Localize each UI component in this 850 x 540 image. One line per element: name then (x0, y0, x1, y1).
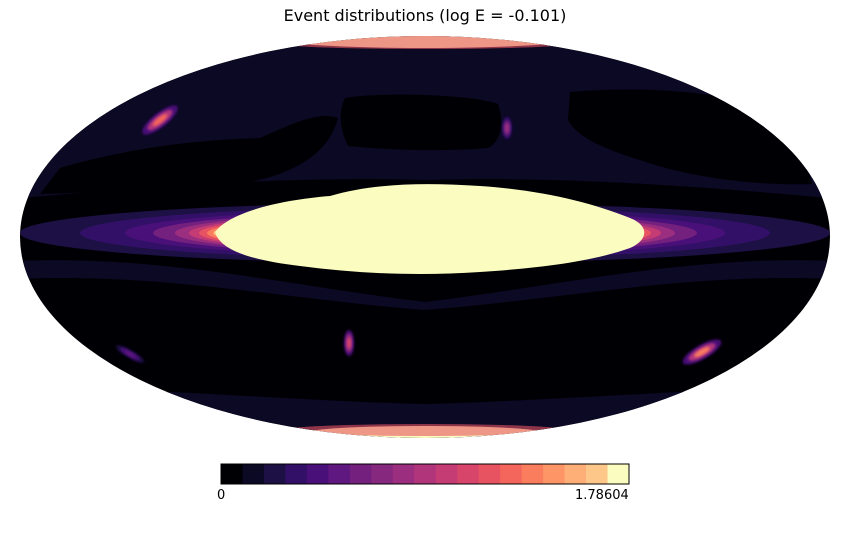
hotspot-1-level-2 (505, 123, 509, 133)
colorbar-tick-min: 0 (217, 488, 226, 503)
north-rim-edge (265, 36, 585, 49)
colorbar-segment (328, 464, 351, 484)
hotspot-3-level-2 (694, 346, 710, 358)
colorbar-segment (371, 464, 394, 484)
colorbar-segment (500, 464, 523, 484)
colorbar (220, 463, 630, 485)
colorbar-segment (242, 464, 265, 484)
colorbar-segment (478, 464, 501, 484)
colorbar-segment (435, 464, 458, 484)
colorbar-frame (220, 463, 630, 485)
colorbar-segment (607, 464, 630, 484)
colorbar-segment (349, 464, 372, 484)
contour-upper-hole-left (40, 116, 338, 194)
colorbar-segment (586, 464, 609, 484)
colorbar-segment (221, 464, 243, 484)
colorbar-segment (392, 464, 415, 484)
contour-upper-hole-center (340, 94, 502, 151)
colorbar-segment (306, 464, 329, 484)
colorbar-segment (521, 464, 544, 484)
colorbar-segment (564, 464, 587, 484)
contour-bottom-belt (20, 384, 830, 438)
colorbar-tick-max: 1.78604 (575, 488, 629, 503)
south-rim-edge (285, 424, 565, 436)
colorbar-segment (263, 464, 286, 484)
central-band-core (215, 184, 645, 274)
chart-title: Event distributions (log E = -0.101) (283, 6, 567, 25)
colorbar-segment (414, 464, 437, 484)
hotspot-2-level-2 (347, 337, 351, 349)
colorbar-segment (285, 464, 308, 484)
hotspot-0-level-2 (152, 114, 168, 126)
contour-lower-belt (20, 260, 830, 310)
colorbar-segment (543, 464, 566, 484)
hotspot-4-level-2 (124, 350, 136, 358)
colorbar-segment (457, 464, 480, 484)
